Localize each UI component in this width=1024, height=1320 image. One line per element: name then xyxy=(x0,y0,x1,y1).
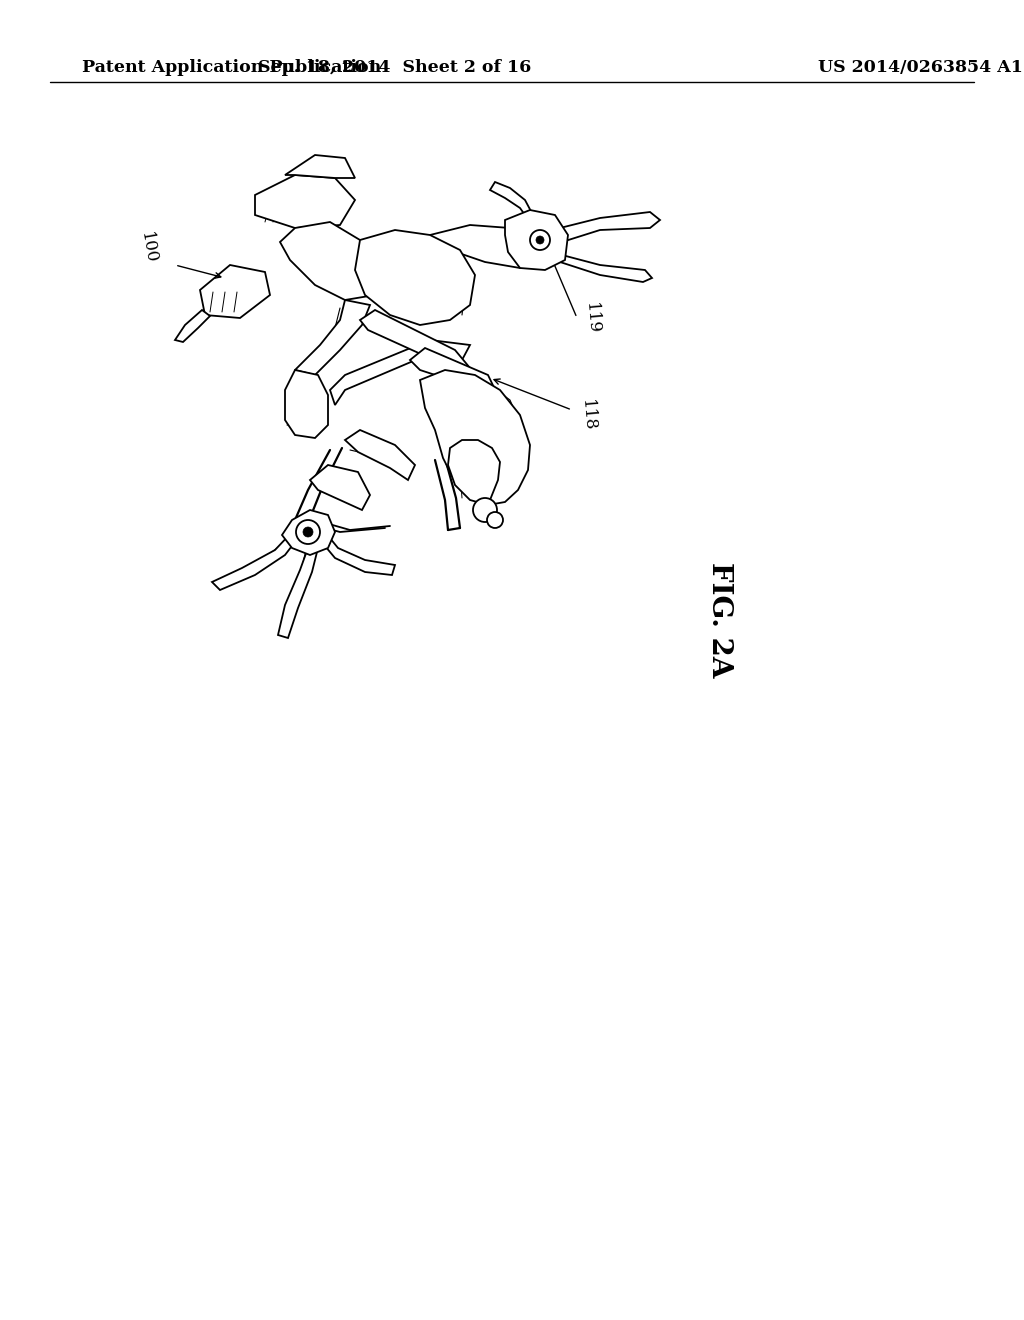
Circle shape xyxy=(536,236,544,244)
Polygon shape xyxy=(255,176,355,228)
Polygon shape xyxy=(490,182,534,222)
Polygon shape xyxy=(505,210,568,271)
Polygon shape xyxy=(175,310,210,342)
Polygon shape xyxy=(330,341,470,405)
Circle shape xyxy=(487,512,503,528)
Text: Sep. 18, 2014  Sheet 2 of 16: Sep. 18, 2014 Sheet 2 of 16 xyxy=(258,59,531,77)
Text: 100: 100 xyxy=(137,231,159,265)
Polygon shape xyxy=(285,370,328,438)
Text: FIG. 2A: FIG. 2A xyxy=(707,562,733,677)
Polygon shape xyxy=(280,222,385,300)
Polygon shape xyxy=(355,230,475,325)
Circle shape xyxy=(530,230,550,249)
Circle shape xyxy=(296,520,319,544)
Polygon shape xyxy=(282,510,335,554)
Text: 105: 105 xyxy=(462,450,496,486)
Text: US 2014/0263854 A1: US 2014/0263854 A1 xyxy=(817,59,1022,77)
Text: 118: 118 xyxy=(578,399,598,432)
Text: Patent Application Publication: Patent Application Publication xyxy=(82,59,381,77)
Polygon shape xyxy=(200,265,270,318)
Polygon shape xyxy=(545,213,660,246)
Circle shape xyxy=(473,498,497,521)
Polygon shape xyxy=(319,532,395,576)
Polygon shape xyxy=(449,440,500,506)
Polygon shape xyxy=(310,465,370,510)
Polygon shape xyxy=(545,248,652,282)
Polygon shape xyxy=(285,154,355,178)
Circle shape xyxy=(303,527,313,537)
Polygon shape xyxy=(212,532,298,590)
Polygon shape xyxy=(278,548,318,638)
Text: 119: 119 xyxy=(582,301,602,334)
Polygon shape xyxy=(410,348,500,411)
Polygon shape xyxy=(360,310,480,389)
Polygon shape xyxy=(420,370,530,506)
Polygon shape xyxy=(345,430,415,480)
Polygon shape xyxy=(425,224,545,268)
Polygon shape xyxy=(295,300,370,375)
